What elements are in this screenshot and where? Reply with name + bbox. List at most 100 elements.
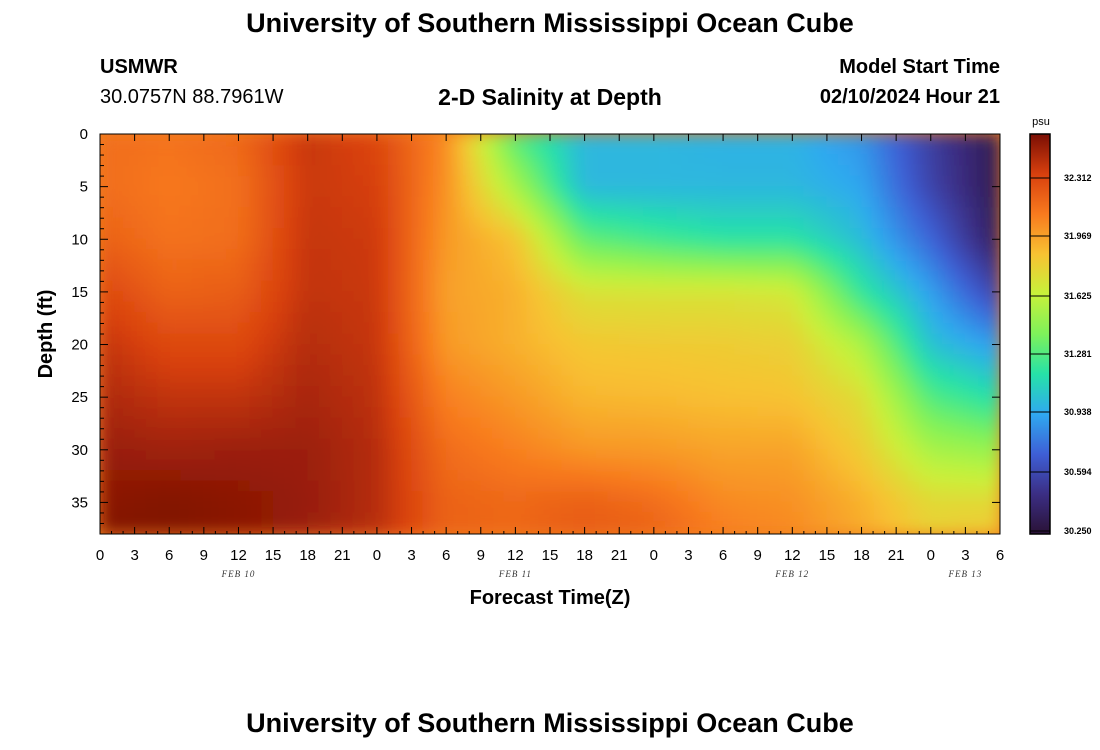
heatmap-cell [468,512,482,525]
heatmap-cell [549,165,563,177]
heatmap-cell [203,207,217,219]
heatmap-cell [653,428,667,440]
heatmap-cell [376,417,390,430]
heatmap-cell [918,501,932,514]
heatmap-cell [757,322,770,335]
heatmap-cell [687,386,701,398]
heatmap-cell [803,354,817,367]
heatmap-cell [780,522,794,534]
heatmap-cell [180,228,194,240]
heatmap-cell [180,207,194,219]
heatmap-cell [376,438,390,451]
heatmap-cell [918,459,932,472]
heatmap-cell [272,375,286,388]
heatmap-cell [145,344,159,356]
heatmap-cell [549,396,563,409]
heatmap-cell [872,333,886,346]
heatmap-cell [711,291,724,304]
heatmap-cell [768,407,782,419]
heatmap-cell [318,375,332,388]
heatmap-cell [572,322,586,335]
heatmap-cell [641,228,655,240]
heatmap-cell [457,333,470,346]
heatmap-cell [526,449,540,462]
heatmap-cell [237,322,251,335]
heatmap-cell [687,333,701,346]
heatmap-cell [976,417,990,430]
heatmap-cell [595,217,609,230]
heatmap-cell [722,417,736,430]
heatmap-cell [618,196,632,209]
heatmap-cell [330,165,344,177]
heatmap-cell [157,270,170,283]
heatmap-cell [295,134,309,146]
heatmap-cell [549,365,563,377]
heatmap-cell [180,291,194,304]
heatmap-cell [411,175,424,188]
heatmap-cell [641,428,655,440]
heatmap-cell [768,333,782,346]
heatmap-cell [837,354,851,367]
heatmap-cell [399,165,413,177]
heatmap-cell [780,512,794,525]
heatmap-cell [399,522,413,534]
heatmap-cell [191,386,205,398]
heatmap-cell [918,175,932,188]
heatmap-cell [814,501,828,514]
heatmap-cell [249,134,263,146]
heatmap-cell [768,386,782,398]
heatmap-cell [399,270,413,283]
heatmap-cell [145,365,159,377]
heatmap-cell [399,501,413,514]
heatmap-cell [295,291,309,304]
heatmap-cell [168,470,182,483]
heatmap-cell [884,154,897,167]
heatmap-cell [722,365,736,377]
heatmap-cell [584,480,597,493]
heatmap-cell [641,217,655,230]
x-tick-label: 18 [299,547,316,564]
heatmap-cell [434,522,447,534]
heatmap-cell [111,449,124,462]
heatmap-cell [434,491,447,504]
heatmap-cell [261,175,274,188]
heatmap-cell [607,417,620,430]
heatmap-cell [237,333,251,346]
heatmap-cell [284,186,297,198]
heatmap-cell [503,438,517,451]
heatmap-cell [664,165,678,177]
heatmap-cell [168,280,182,293]
heatmap-cell [722,312,736,325]
heatmap-cell [549,280,563,293]
heatmap-cell [422,344,436,356]
heatmap-cell [376,312,390,325]
heatmap-cell [814,280,828,293]
heatmap-cell [930,249,944,262]
heatmap-cell [237,522,251,534]
heatmap-cell [526,165,540,177]
heatmap-cell [549,175,563,188]
heatmap-cell [953,322,967,335]
heatmap-cell [549,491,563,504]
heatmap-cell [100,354,113,367]
heatmap-cell [295,154,309,167]
heatmap-cell [630,144,644,156]
heatmap-cell [537,491,551,504]
heatmap-cell [664,365,678,377]
heatmap-cell [168,238,182,251]
heatmap-cell [295,365,309,377]
heatmap-cell [526,259,540,272]
heatmap-cell [930,417,944,430]
heatmap-cell [514,301,528,314]
heatmap-cell [734,144,747,156]
heatmap-cell [157,175,170,188]
heatmap-cell [618,501,632,514]
heatmap-cell [757,228,770,240]
heatmap-cell [537,365,551,377]
heatmap-cell [399,134,413,146]
heatmap-cell [503,407,517,419]
heatmap-cell [111,249,124,262]
heatmap-cell [699,428,713,440]
heatmap-cell [884,134,897,146]
heatmap-cell [803,407,817,419]
